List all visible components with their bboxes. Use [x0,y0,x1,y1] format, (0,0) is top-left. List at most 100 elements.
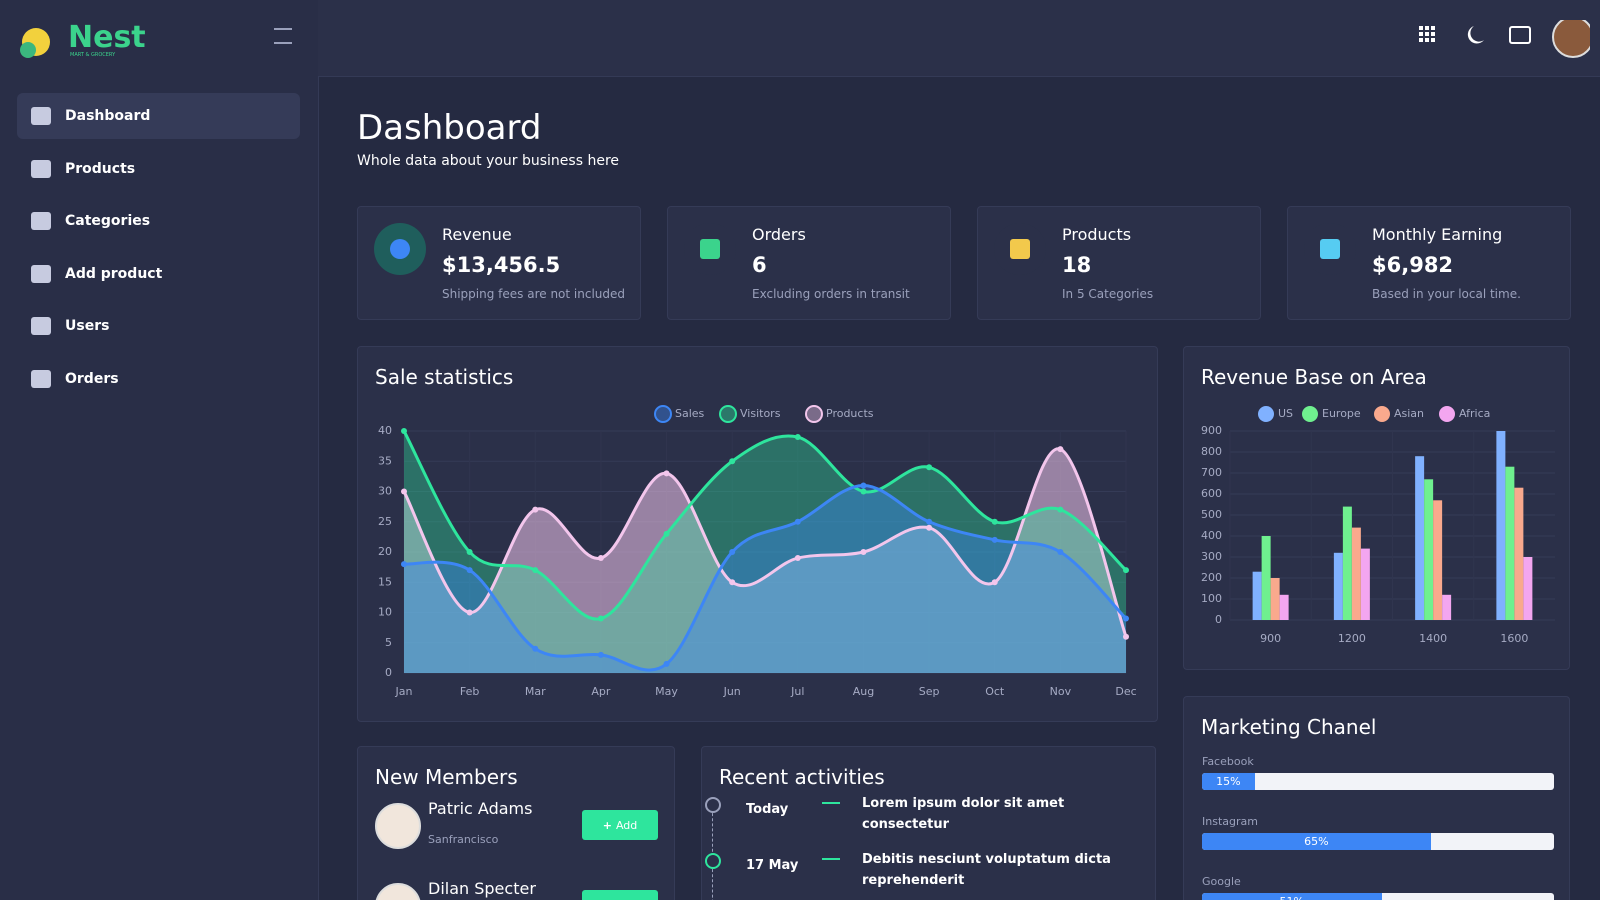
progress-track: 65% [1202,833,1554,850]
legend-label: Europe [1322,407,1361,420]
card-note: In 5 Categories [1062,287,1154,301]
panel-title: Marketing Chanel [1201,715,1377,739]
progress-track: 15% [1202,773,1554,790]
bar [1415,456,1425,620]
y-tick-label: 200 [1201,571,1222,584]
data-point [729,579,736,586]
data-point [860,488,867,495]
data-point [401,488,407,495]
legend-swatch [1439,406,1455,422]
member-name: Patric Adams [428,799,533,818]
menu-icon [31,264,51,283]
data-point [860,549,867,555]
card-icon-glyph [700,239,720,259]
member-location: Sanfrancisco [428,833,499,846]
timeline-line [712,803,713,900]
legend-swatch [1258,406,1274,422]
card-note: Excluding orders in transit [752,287,910,301]
stat-card: Monthly Earning $6,982 Based in your local… [1287,206,1571,320]
brand-name: Nest [68,20,146,55]
menu-icon [31,369,51,388]
menu-item[interactable]: Add product [17,251,300,297]
menu-item[interactable]: Dashboard [17,93,300,139]
panel-title: Sale statistics [375,365,514,389]
card-icon [374,223,426,275]
marketing-panel: Marketing Chanel Facebook 15% Instagram 65% G… [1183,696,1570,900]
logo [20,28,50,58]
top-icons [1419,20,1590,58]
card-value: 6 [752,253,767,277]
progress-label: 65% [1304,835,1329,848]
bar [1496,431,1506,620]
progress-label: 15% [1216,775,1241,788]
menu-label: Orders [65,370,119,387]
cast-icon[interactable] [1509,26,1531,44]
legend-swatch [719,405,737,423]
progress-fill: 51% [1202,893,1382,900]
legend-label: Sales [675,407,705,420]
card-note: Based in your local time. [1372,287,1521,301]
data-point [663,530,670,537]
panel-title: Recent activities [719,765,885,789]
card-note: Shipping fees are not included [442,287,625,301]
card-icon [684,223,736,275]
button-label: Add [615,818,638,832]
legend-swatch [1302,406,1318,422]
menu-item[interactable]: Orders [17,356,300,402]
legend-label: Visitors [740,407,781,420]
bar [1270,578,1280,620]
data-point [597,651,604,658]
bar [1252,571,1262,620]
add-button[interactable]: + Add [582,810,658,840]
y-tick-label: 500 [1201,508,1222,521]
x-tick-label: 1400 [1419,632,1447,645]
bar [1351,527,1361,620]
activities-panel: Recent activities Today Lorem ipsum dolor … [701,746,1156,900]
x-tick-label: Mar [525,685,546,698]
panel-title: New Members [375,765,518,789]
menu-label: Users [65,318,110,334]
data-point [1123,615,1129,622]
data-point [729,549,736,555]
menu-item[interactable]: Products [17,146,300,192]
y-tick-label: 300 [1201,550,1222,563]
legend-swatch [1374,406,1390,422]
bar [1514,487,1524,620]
data-point [466,567,473,574]
menu-item[interactable]: Categories [17,198,300,244]
progress-label: 51% [1280,895,1304,900]
data-point [991,579,998,586]
menu-label: Add product [65,265,163,282]
card-icon-glyph [1320,239,1340,259]
apps-icon[interactable] [1419,26,1435,42]
theme-icon[interactable] [1467,26,1484,44]
menu-item[interactable]: Users [17,303,300,349]
card-label: Monthly Earning [1372,225,1503,244]
bar [1523,557,1533,620]
y-tick-label: 900 [1201,424,1222,437]
bar [1333,552,1343,620]
card-value: $13,456.5 [442,253,561,277]
data-point [597,615,604,622]
activity-text: Lorem ipsum dolor sit amet consectetur [862,796,1065,832]
legend-label: Africa [1459,407,1490,420]
y-tick-label: 800 [1201,445,1222,458]
x-tick-label: 1200 [1338,632,1366,645]
card-icon [1304,223,1356,275]
user-avatar[interactable] [1552,20,1590,58]
activity-text: Debitis nesciunt voluptatum dicta repreh… [862,852,1111,888]
data-point [794,555,801,562]
bar [1433,500,1443,620]
data-point [401,428,407,434]
series-line [402,430,1128,621]
add-button[interactable] [582,890,658,900]
stat-card: Products 18 In 5 Categories [977,206,1261,320]
x-tick-label: Sep [919,685,940,698]
data-point [794,518,801,525]
data-point [532,645,539,652]
data-point [1123,567,1129,574]
y-tick-label: 5 [385,636,392,649]
menu-toggle[interactable] [274,28,292,44]
bar [1360,548,1370,620]
